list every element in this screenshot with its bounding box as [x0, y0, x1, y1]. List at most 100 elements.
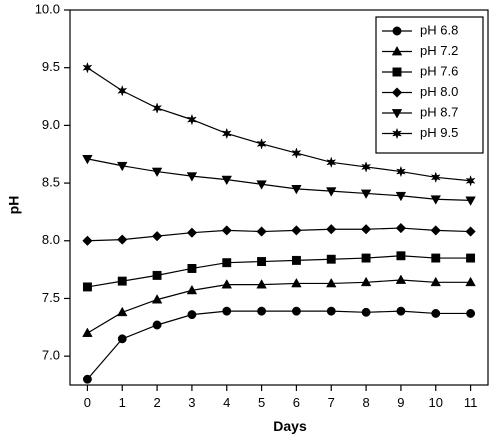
- data-point: [152, 320, 162, 330]
- data-point: [186, 227, 198, 238]
- data-point: [151, 167, 163, 178]
- legend-item: pH 7.2: [382, 43, 458, 58]
- data-point: [117, 84, 128, 97]
- data-point: [82, 235, 93, 246]
- data-point: [256, 279, 267, 289]
- series-star: [82, 61, 476, 187]
- data-point: [430, 225, 441, 236]
- legend-item: pH 8.0: [382, 84, 458, 99]
- data-point: [291, 306, 301, 316]
- data-point: [326, 277, 337, 288]
- legend-marker-icon: [392, 67, 402, 77]
- data-point: [222, 306, 232, 316]
- legend-label: pH 8.7: [420, 104, 458, 119]
- data-point: [256, 226, 267, 237]
- data-point: [326, 187, 337, 197]
- data-point: [117, 161, 128, 172]
- plot-area: 7.0 7.5 8.0 8.5 9.0 9.5 10.0 0 1 2 3 4 5 6 7 8 9 10 11: [35, 1, 489, 410]
- legend: pH 6.8 pH 7.2 pH 7.6 pH 8.0 pH 8.7 pH 9.5: [375, 16, 484, 154]
- data-point: [361, 307, 371, 317]
- legend-marker-icon: [391, 127, 403, 140]
- data-point: [221, 175, 232, 186]
- y-tick-label: 9.5: [42, 59, 60, 74]
- series-square: [82, 251, 476, 292]
- data-point: [465, 174, 476, 187]
- series-circle: [82, 306, 476, 384]
- legend-item: pH 6.8: [382, 22, 458, 37]
- data-point: [291, 147, 302, 159]
- data-point: [291, 184, 302, 195]
- data-point: [117, 234, 128, 245]
- y-tick-label: 9.0: [42, 117, 60, 132]
- data-point: [395, 274, 407, 284]
- data-point: [82, 327, 93, 337]
- legend-item: pH 7.6: [382, 63, 458, 78]
- data-point: [430, 171, 441, 184]
- data-point: [465, 196, 476, 206]
- data-point: [466, 309, 476, 318]
- data-point: [82, 374, 92, 384]
- data-point: [221, 225, 232, 236]
- legend-label: pH 6.8: [420, 22, 458, 37]
- series-line: [86, 310, 471, 380]
- series-diamond: [82, 222, 476, 246]
- data-point: [186, 284, 198, 295]
- data-point: [117, 306, 128, 317]
- x-tick-label: 1: [119, 395, 126, 410]
- data-point: [82, 61, 93, 74]
- data-point: [360, 224, 372, 235]
- data-point: [360, 189, 372, 199]
- data-point: [152, 102, 163, 114]
- series-line: [87, 67, 471, 182]
- data-point: [466, 253, 476, 263]
- data-point: [257, 306, 267, 316]
- x-tick-label: 8: [362, 395, 369, 410]
- data-point: [117, 334, 127, 344]
- legend-label: pH 7.6: [420, 63, 458, 78]
- data-point: [361, 161, 372, 173]
- data-point: [256, 138, 267, 150]
- x-tick-label: 2: [153, 395, 160, 410]
- y-tick-label: 7.5: [42, 290, 60, 305]
- data-point: [256, 180, 267, 190]
- series-line: [87, 158, 471, 201]
- legend-label: pH 8.0: [420, 84, 458, 99]
- data-point: [291, 277, 302, 288]
- x-axis-title: Days: [273, 418, 307, 434]
- series-line: [87, 227, 471, 242]
- data-point: [326, 254, 336, 264]
- x-tick-label: 5: [258, 395, 265, 410]
- y-tick-label: 7.0: [42, 348, 60, 363]
- data-point: [396, 251, 406, 261]
- data-point: [395, 191, 407, 202]
- data-point: [326, 306, 336, 316]
- data-point: [396, 306, 406, 316]
- data-point: [430, 195, 441, 205]
- y-axis-title: pH: [6, 196, 22, 215]
- legend-marker-icon: [391, 87, 403, 98]
- data-point: [187, 310, 197, 320]
- y-tick-label: 10.0: [35, 1, 60, 16]
- y-tick-label: 8.5: [42, 175, 60, 190]
- data-point: [82, 282, 92, 292]
- x-tick-label: 10: [429, 395, 443, 410]
- data-point: [395, 222, 407, 234]
- data-point: [152, 270, 162, 280]
- data-point: [465, 226, 476, 237]
- legend-marker-icon: [391, 109, 403, 119]
- data-point: [291, 255, 301, 265]
- series-triangle-up: [82, 274, 476, 337]
- data-point: [186, 113, 197, 126]
- data-point: [291, 225, 302, 236]
- data-point: [151, 231, 163, 242]
- y-axis-title-group: pH: [6, 196, 22, 215]
- x-tick-label: 7: [328, 395, 335, 410]
- data-point: [361, 253, 371, 263]
- legend-label: pH 9.5: [420, 125, 458, 140]
- data-point: [430, 276, 441, 287]
- data-point: [221, 127, 232, 140]
- data-point: [360, 276, 372, 287]
- data-point: [187, 264, 197, 273]
- x-tick-label: 11: [464, 395, 478, 410]
